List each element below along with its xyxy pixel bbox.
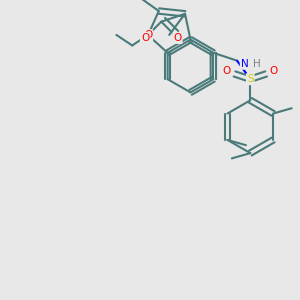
- Text: O: O: [269, 66, 278, 76]
- Text: O: O: [173, 33, 181, 43]
- Text: S: S: [247, 74, 253, 84]
- Text: O: O: [144, 30, 152, 40]
- Text: O: O: [141, 33, 149, 43]
- Text: N: N: [241, 59, 248, 69]
- Text: H: H: [253, 59, 260, 69]
- Text: O: O: [223, 66, 231, 76]
